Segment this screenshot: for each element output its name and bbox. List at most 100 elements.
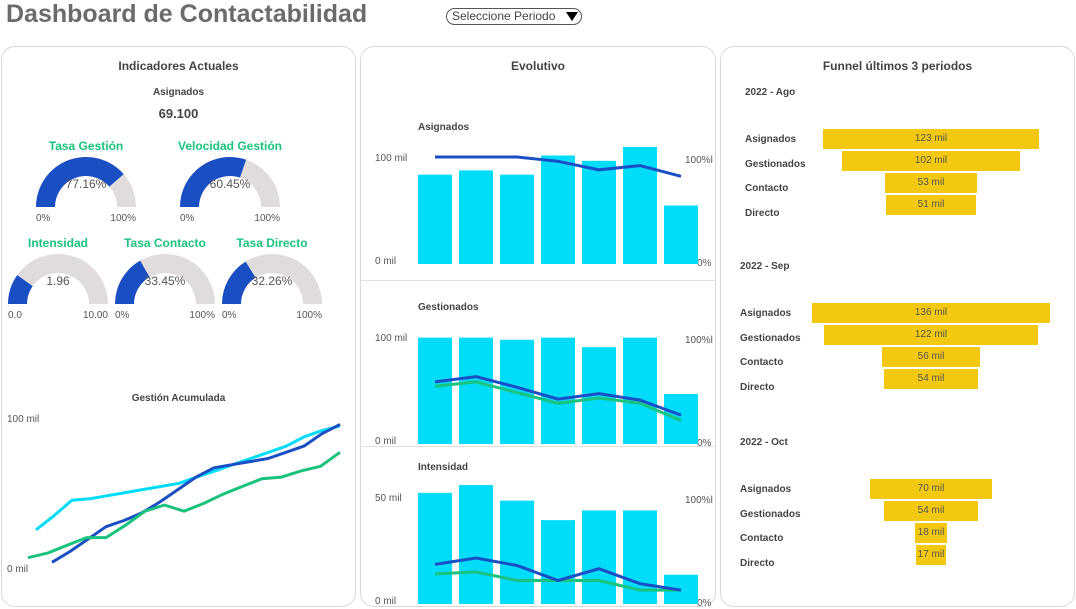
funnel-period-label: 2022 - Ago xyxy=(745,87,796,98)
evolutivo-line xyxy=(434,556,682,592)
gauge-chart xyxy=(180,157,280,207)
funnel-bar: 102 mil xyxy=(841,151,1021,171)
gauge-max: 100% xyxy=(296,310,322,321)
gauge-title: Tasa Gestión xyxy=(48,139,124,153)
gauge-fill xyxy=(115,260,150,304)
period-select[interactable]: Seleccione Periodo xyxy=(446,8,582,25)
funnel-bar: 18 mil xyxy=(915,523,947,543)
evolutivo-chart-title: Asignados xyxy=(418,122,470,133)
asignados-label: Asignados xyxy=(152,87,205,98)
evolutivo-bar xyxy=(459,485,493,604)
gauge-fill xyxy=(8,275,33,304)
funnel-bar: 56 mil xyxy=(882,347,980,367)
funnel-row-label: Gestionados xyxy=(745,158,806,170)
evolutivo-bar xyxy=(418,174,452,264)
funnel-bar: 54 mil xyxy=(883,501,979,521)
evolutivo-r-bottom: 0% xyxy=(697,258,712,269)
evolutivo-bar xyxy=(459,337,493,444)
funnel-bar: 17 mil xyxy=(916,545,946,565)
evolutivo-y-bottom: 0 mil xyxy=(375,596,397,607)
period-select-label: Seleccione Periodo xyxy=(452,9,556,23)
evolutivo-r-top: 100%l xyxy=(685,155,713,166)
gauge-max: 10.00 xyxy=(82,310,108,321)
divider xyxy=(361,280,715,281)
evolutivo-bar xyxy=(418,492,452,604)
panel-indicadores: Indicadores Actuales Asignados 69.100 Ta… xyxy=(1,46,356,607)
funnel-bar: 53 mil xyxy=(884,173,978,193)
funnel-row-label: Asignados xyxy=(745,134,797,145)
evolutivo-line xyxy=(434,375,682,417)
gauge-title: Tasa Directo xyxy=(236,236,308,250)
gestion-acumulada-chart xyxy=(27,423,341,564)
funnel-row-label: Gestionados xyxy=(740,332,801,344)
evolutivo-y-top: 100 mil xyxy=(375,333,408,344)
panel-evolutivo: Evolutivo Asignados 100 mil 0 mil 100%l 0% Ge… xyxy=(360,46,716,609)
evolutivo-bar xyxy=(541,155,575,264)
evolutivo-bar xyxy=(582,510,616,604)
gauge-value: 32.26% xyxy=(251,274,293,288)
evolutivo-r-bottom: 0% xyxy=(697,598,712,609)
evolutivo-bar xyxy=(500,500,534,604)
evolutivo-chart-title: Gestionados xyxy=(418,302,479,313)
funnel-row-label: Directo xyxy=(740,381,775,393)
evolutivo-r-top: 100%l xyxy=(685,335,713,346)
gauge-max: 100% xyxy=(110,213,136,224)
asignados-value: 69.100 xyxy=(158,106,199,121)
gauge-value: 77.16% xyxy=(65,177,107,191)
evolutivo-y-top: 100 mil xyxy=(375,153,408,164)
funnel-row-label: Contacto xyxy=(745,183,789,194)
gauge-chart xyxy=(222,254,322,304)
evolutivo-y-bottom: 0 mil xyxy=(375,436,397,447)
evolutivo-line xyxy=(435,155,682,178)
evolutivo-bar xyxy=(500,174,534,264)
evolutivo-y-bottom: 0 mil xyxy=(375,256,397,267)
gauge-min: 0% xyxy=(180,213,195,224)
funnel-row-label: Gestionados xyxy=(740,508,801,520)
funnel-period-label: 2022 - Sep xyxy=(740,261,790,272)
gestion-acumulada-title: Gestión Acumulada xyxy=(131,393,226,404)
gauge-fill xyxy=(36,157,124,207)
evolutivo-bar xyxy=(541,337,575,444)
evolutivo-line-2 xyxy=(434,380,682,422)
gauge-min: 0% xyxy=(222,310,237,321)
gauge-max: 100% xyxy=(189,310,215,321)
gauge-min: 0% xyxy=(36,213,51,224)
gauge-track xyxy=(8,254,108,304)
gauge-chart xyxy=(36,157,136,207)
gauge-value: 33.45% xyxy=(144,274,186,288)
gauge-max: 100% xyxy=(254,213,280,224)
panel-indicadores-title: Indicadores Actuales xyxy=(118,59,239,73)
gauge-chart xyxy=(8,254,108,304)
gauge-min: 0% xyxy=(115,310,130,321)
gauge-value: 1.96 xyxy=(46,274,70,288)
gauge-title: Velocidad Gestión xyxy=(177,139,283,153)
gauge-fill xyxy=(222,261,256,304)
gauge-title: Tasa Contacto xyxy=(124,236,206,250)
acumulada-series-line xyxy=(51,423,341,564)
gauge-value: 60.45% xyxy=(209,177,251,191)
evolutivo-bar xyxy=(664,205,698,264)
acumulada-y-top: 100 mil xyxy=(7,414,40,425)
funnel-bar: 122 mil xyxy=(824,325,1038,345)
panel-funnel-title: Funnel últimos 3 periodos xyxy=(822,59,973,73)
evolutivo-bar xyxy=(623,337,657,444)
funnel-period-label: 2022 - Oct xyxy=(740,437,788,448)
gauge-min: 0.0 xyxy=(8,310,22,321)
evolutivo-chart xyxy=(418,485,698,604)
funnel-bar: 136 mil xyxy=(812,303,1050,323)
evolutivo-r-top: 100%l xyxy=(685,495,713,506)
panel-funnel: Funnel últimos 3 periodos 2022 - Ago Asig… xyxy=(720,46,1075,607)
funnel-row-label: Directo xyxy=(745,207,780,219)
funnel-row-label: Asignados xyxy=(740,308,792,319)
evolutivo-y-top: 50 mil xyxy=(375,493,402,504)
funnel-row-label: Directo xyxy=(740,557,775,569)
funnel-bar: 123 mil xyxy=(823,129,1039,149)
evolutivo-chart xyxy=(418,337,698,444)
funnel-row-label: Asignados xyxy=(740,484,792,495)
evolutivo-bar xyxy=(418,337,452,444)
evolutivo-chart xyxy=(418,147,698,264)
evolutivo-r-bottom: 0% xyxy=(697,438,712,449)
evolutivo-bar xyxy=(459,170,493,264)
gauge-chart xyxy=(115,254,215,304)
evolutivo-chart-title: Intensidad xyxy=(418,462,469,473)
